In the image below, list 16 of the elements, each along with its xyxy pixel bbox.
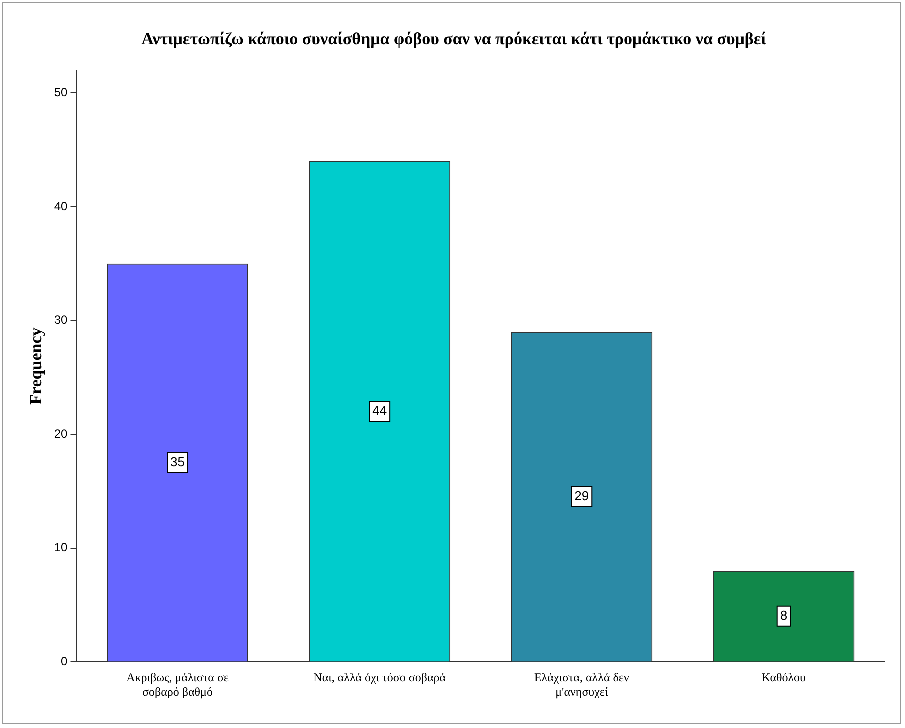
y-tick-label: 10 [54,540,68,555]
y-tick-label: 30 [54,313,68,328]
x-tick-label: Ναι, αλλά όχι τόσο σοβαρά [314,670,447,685]
y-axis-title: Frequency [26,327,46,405]
x-tick-label: Ελάχιστα, αλλά δεν μ'ανησυχεί [534,670,630,699]
y-tick-label: 50 [54,85,68,100]
data-label: 44 [372,403,388,418]
y-tick-label: 40 [54,199,68,214]
y-tick-label: 0 [61,654,68,669]
data-label: 8 [780,608,788,624]
data-label: 29 [574,488,590,504]
data-label: 35 [170,454,186,470]
y-tick-label: 20 [54,426,68,441]
x-tick-label: Ακριβως, μάλιστα σε σοβαρό βαθμό [126,670,229,699]
x-tick-label: Καθόλου [762,670,806,685]
chart-title: Αντιμετωπίζω κάποιο συναίσθημα φόβου σαν να πρόκειται κάτι τρομάκτικο να συμβεί [142,30,768,49]
